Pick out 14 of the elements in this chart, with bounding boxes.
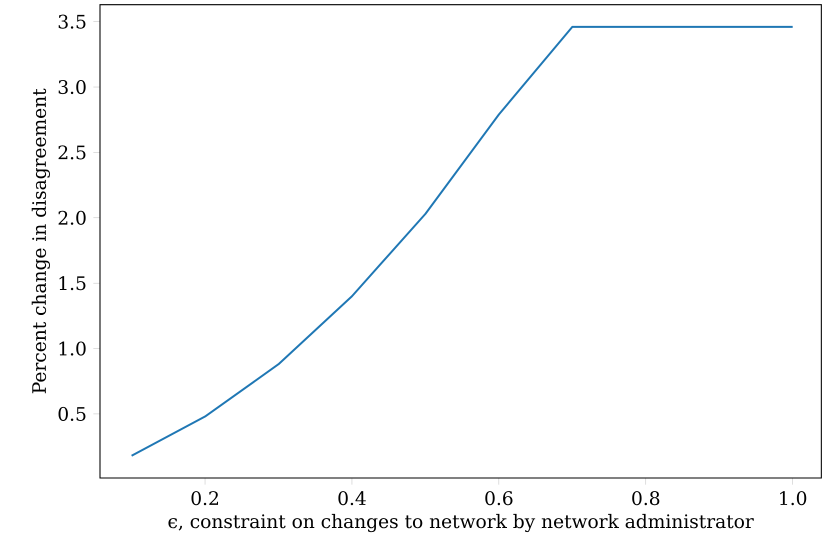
y-axis-title: Percent change in disagreement xyxy=(32,88,50,394)
y-tick-label: 2.0 xyxy=(58,210,86,225)
x-tick-label: 0.4 xyxy=(338,491,366,506)
x-tick-label: 0.2 xyxy=(191,491,218,506)
x-axis-title: ϵ, constraint on changes to network by network administrator xyxy=(168,514,754,532)
x-tick-label: 1.0 xyxy=(780,491,806,506)
x-tick-label: 0.8 xyxy=(632,491,660,506)
y-tick-label: 2.5 xyxy=(58,145,86,160)
y-tick-label: 3.0 xyxy=(58,80,86,94)
x-tick-label: 0.6 xyxy=(485,491,512,506)
y-tick-label: 1.0 xyxy=(60,342,86,356)
y-tick-label: 3.5 xyxy=(58,14,86,29)
y-tick-label: 0.5 xyxy=(58,406,86,421)
y-tick-label: 1.5 xyxy=(60,276,86,290)
